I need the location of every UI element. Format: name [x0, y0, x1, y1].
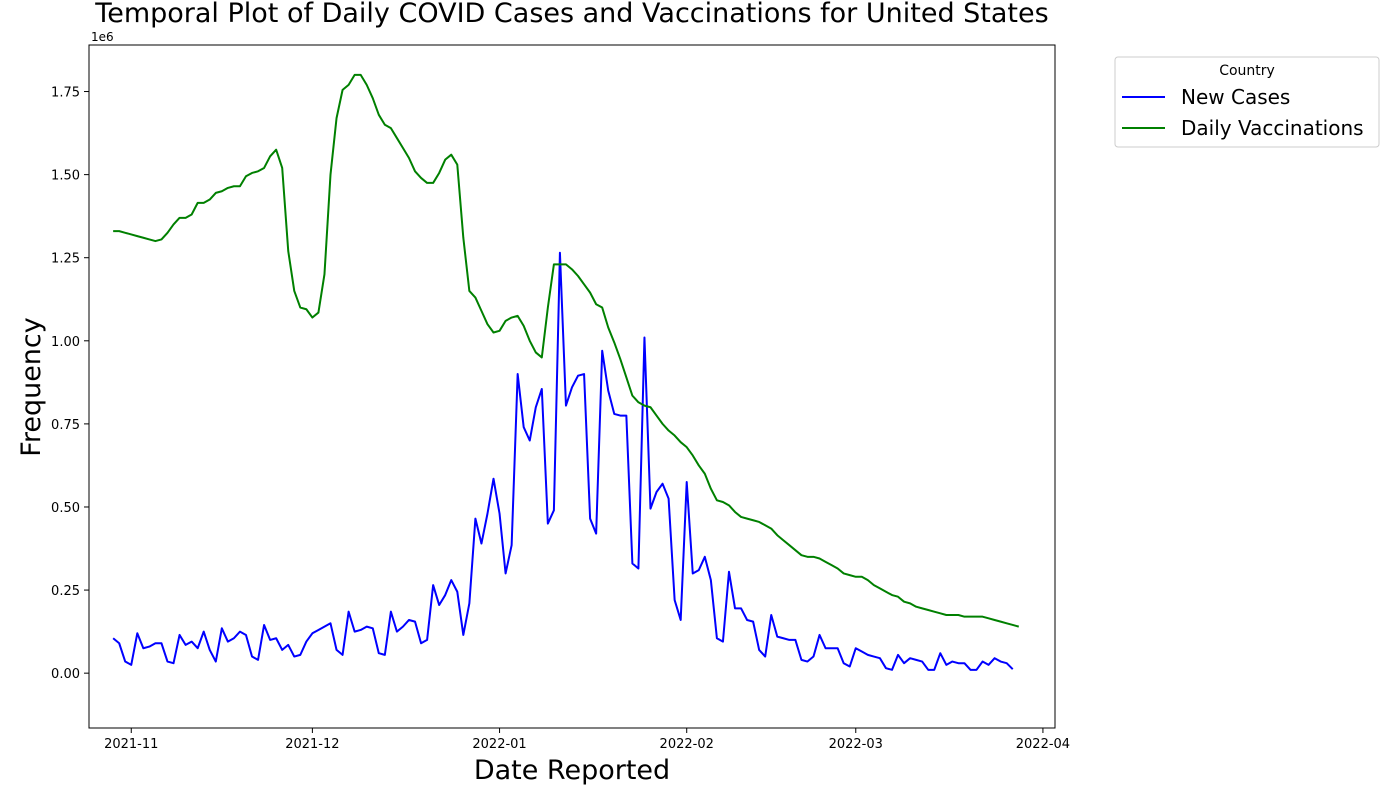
y-tick-label: 0.75	[51, 418, 80, 433]
y-tick-label: 1.75	[51, 86, 80, 101]
y-tick-label: 1.25	[51, 252, 80, 267]
plot-lines	[112, 73, 1020, 671]
y-tick-label: 0.50	[51, 501, 80, 516]
x-tick-label: 2021-12	[285, 737, 339, 752]
series-line-new-cases	[112, 251, 1014, 671]
legend-title: Country	[1219, 63, 1275, 79]
y-axis-offset-label: 1e6	[91, 30, 114, 44]
y-axis-ticks: 0.00 0.25 0.50 0.75 1.00 1.25 1.50 1.75	[51, 86, 89, 682]
legend: Country New Cases Daily Vaccinations	[1114, 56, 1380, 148]
y-tick-label: 1.50	[51, 169, 80, 184]
x-axis-label: Date Reported	[474, 755, 670, 786]
y-axis-label: Frequency	[16, 317, 47, 457]
x-tick-label: 2022-03	[829, 737, 883, 752]
plot-area-frame	[88, 44, 1056, 729]
legend-items: New Cases Daily Vaccinations	[1122, 85, 1364, 140]
series-line-daily-vaccinations	[113, 73, 1020, 628]
legend-label-new-cases: New Cases	[1181, 85, 1290, 109]
y-tick-label: 1.00	[51, 335, 80, 350]
x-tick-label: 2021-11	[104, 737, 158, 752]
y-tick-label: 0.25	[51, 584, 80, 599]
x-tick-label: 2022-04	[1016, 737, 1070, 752]
y-tick-label: 0.00	[51, 667, 80, 682]
legend-label-daily-vaccinations: Daily Vaccinations	[1181, 116, 1364, 140]
x-axis-ticks: 2021-11 2021-12 2022-01 2022-02 2022-03 2022-…	[104, 728, 1070, 752]
x-tick-label: 2022-01	[472, 737, 526, 752]
x-tick-label: 2022-02	[660, 737, 714, 752]
legend-box	[1114, 56, 1380, 148]
chart-title: Temporal Plot of Daily COVID Cases and V…	[94, 0, 1048, 29]
